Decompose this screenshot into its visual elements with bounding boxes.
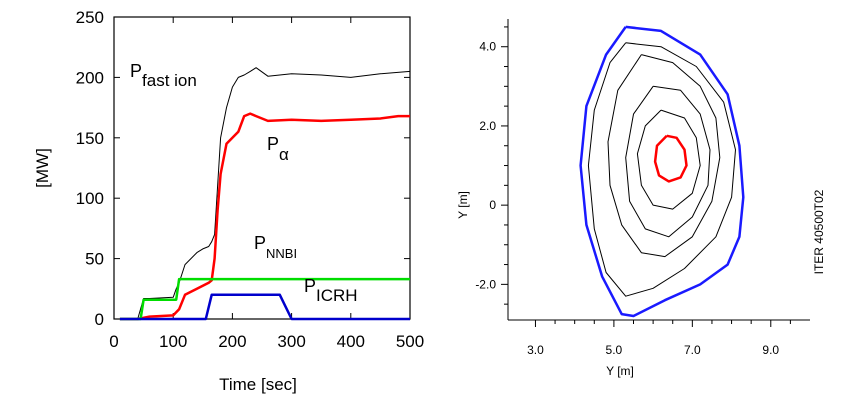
flux-surface-chart: 3.0 5.0 7.0 9.0 -2.0 0 2.0 4.0 Y [m] Y [m] ITER… bbox=[456, 19, 826, 378]
annotation-nnbi-main: P bbox=[254, 233, 266, 253]
annotation-fast-ion-main: P bbox=[130, 61, 142, 81]
left-series bbox=[119, 67, 411, 321]
left-axes bbox=[113, 16, 411, 320]
annotation-alpha-sub: α bbox=[279, 145, 289, 164]
left-y-tick-label: 250 bbox=[76, 8, 104, 27]
annotation-alpha-main: P bbox=[267, 134, 279, 154]
right-x-tick-label: 9.0 bbox=[762, 343, 779, 357]
left-x-tick-label: 200 bbox=[218, 332, 246, 351]
left-y-tick-label: 200 bbox=[76, 68, 104, 87]
right-x-tick-label: 7.0 bbox=[684, 343, 701, 357]
left-x-axis-label: Time [sec] bbox=[219, 375, 297, 394]
annotation-icrh-main: P bbox=[304, 276, 316, 296]
left-y-axis-label: [MW] bbox=[33, 148, 52, 188]
right-axes bbox=[507, 19, 810, 321]
right-ticks: 3.0 5.0 7.0 9.0 -2.0 0 2.0 4.0 bbox=[475, 26, 791, 357]
left-x-tick-label: 400 bbox=[337, 332, 365, 351]
power-time-chart: 0 100 200 300 400 500 0 50 100 150 200 250 Time [se… bbox=[33, 8, 424, 394]
contour-magnetic-axis bbox=[653, 134, 688, 183]
right-x-tick-label: 3.0 bbox=[527, 343, 544, 357]
left-plot-frame bbox=[113, 16, 411, 320]
left-x-tick-label: 300 bbox=[277, 332, 305, 351]
series-line-fast-ion bbox=[119, 67, 411, 320]
contour-separatrix bbox=[579, 25, 745, 318]
right-y-axis-label: Y [m] bbox=[456, 191, 470, 219]
contour-flux-4 bbox=[636, 109, 701, 210]
annotation-icrh: PICRH bbox=[304, 276, 358, 305]
right-y-tick-label: 4.0 bbox=[479, 40, 496, 54]
left-y-tick-label: 50 bbox=[85, 250, 104, 269]
right-series bbox=[579, 25, 745, 318]
left-y-tick-label: 100 bbox=[76, 189, 104, 208]
left-ticks: 0 100 200 300 400 500 0 50 100 150 200 250 bbox=[76, 8, 425, 351]
annotation-icrh-sub: ICRH bbox=[316, 286, 358, 305]
series-line-alpha bbox=[119, 112, 410, 321]
series-line-nnbi bbox=[119, 277, 410, 321]
left-x-tick-label: 100 bbox=[159, 332, 187, 351]
contour-flux-1 bbox=[587, 42, 736, 297]
right-x-tick-label: 5.0 bbox=[606, 343, 623, 357]
right-x-axis-label: Y [m] bbox=[606, 364, 634, 378]
right-y-tick-label: 2.0 bbox=[479, 119, 496, 133]
annotation-fast-ion-sub: fast ion bbox=[142, 71, 197, 90]
right-y-tick-label: 0 bbox=[489, 198, 496, 212]
left-y-tick-label: 0 bbox=[95, 310, 104, 329]
contour-flux-2 bbox=[607, 54, 721, 258]
annotation-nnbi-sub: NNBI bbox=[266, 246, 297, 261]
contour-flux-3 bbox=[625, 85, 711, 238]
left-x-tick-label: 500 bbox=[396, 332, 424, 351]
left-y-tick-label: 150 bbox=[76, 129, 104, 148]
left-x-tick-label: 0 bbox=[109, 332, 118, 351]
annotation-nnbi: PNNBI bbox=[254, 233, 297, 261]
annotation-alpha: Pα bbox=[267, 134, 289, 164]
series-line-icrh bbox=[119, 293, 410, 321]
annotation-fast-ion: Pfast ion bbox=[130, 61, 197, 90]
side-label: ITER 40500T02 bbox=[812, 189, 826, 274]
right-y-tick-label: -2.0 bbox=[475, 277, 496, 291]
